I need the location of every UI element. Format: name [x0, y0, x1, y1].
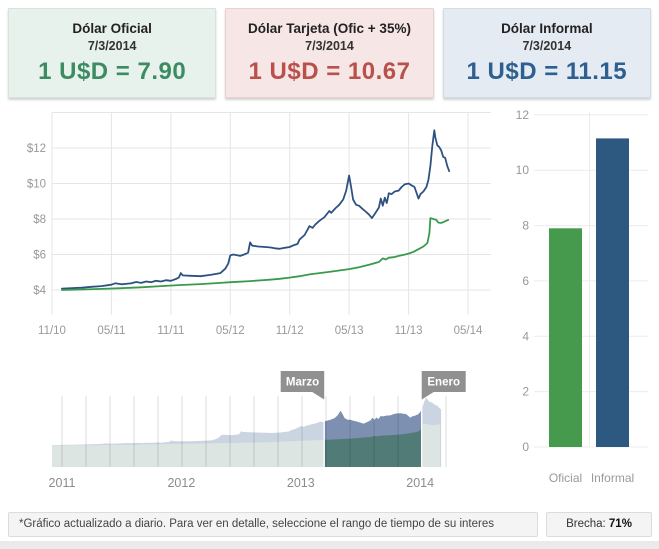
y-axis-tick: 8 — [522, 219, 529, 233]
navigator-selection[interactable] — [324, 396, 422, 467]
card-dolar-oficial: Dólar Oficial 7/3/2014 1 U$D = 7.90 — [8, 8, 217, 98]
x-axis-tick: 11/12 — [276, 325, 304, 337]
svg-text:Marzo: Marzo — [286, 377, 319, 389]
x-axis-tick: 11/11 — [157, 325, 184, 337]
brecha-badge: Brecha: 71% — [546, 512, 652, 537]
x-axis-tick: 05/12 — [216, 325, 245, 337]
y-axis-tick: 12 — [516, 108, 530, 122]
oficial-line — [61, 217, 450, 291]
card-title: Dólar Tarjeta (Ofic + 35%) — [248, 21, 411, 36]
rate-cards-row: Dólar Oficial 7/3/2014 1 U$D = 7.90 Dóla… — [8, 8, 651, 98]
y-axis-tick: 0 — [522, 440, 529, 454]
range-flag-end[interactable]: Enero — [421, 371, 466, 400]
y-axis-tick: $12 — [27, 143, 46, 155]
bottom-strip — [0, 541, 659, 549]
year-tick: 2011 — [49, 476, 76, 490]
card-rate-value: 1 U$D = 10.67 — [248, 58, 411, 85]
y-axis-tick: $6 — [33, 250, 46, 262]
brecha-value: 71% — [608, 518, 632, 530]
comparison-bar-chart: 0 2 4 6 8 10 12 Oficial Informal — [516, 108, 648, 485]
card-rate-value: 1 U$D = 7.90 — [38, 58, 187, 85]
x-axis-tick: 11/10 — [38, 325, 66, 337]
card-date: 7/3/2014 — [87, 39, 137, 53]
main-line-chart[interactable]: 11/10 05/11 11/11 05/12 11/12 05/13 11/13 05/14… — [0, 98, 500, 348]
card-title: Dólar Oficial — [72, 21, 152, 36]
y-axis-tick: $8 — [33, 214, 46, 226]
card-dolar-tarjeta: Dólar Tarjeta (Ofic + 35%) 7/3/2014 1 U$… — [225, 8, 434, 98]
y-axis-tick: 4 — [522, 329, 529, 343]
year-tick: 2014 — [406, 476, 434, 490]
y-axis-tick: 6 — [522, 274, 529, 288]
y-axis-tick: 10 — [516, 163, 530, 177]
card-title: Dólar Informal — [501, 21, 593, 36]
card-date: 7/3/2014 — [522, 39, 572, 53]
x-axis-tick: 05/13 — [335, 325, 364, 337]
y-axis-tick: $10 — [27, 179, 46, 191]
bar-oficial — [549, 228, 582, 447]
card-date: 7/3/2014 — [305, 39, 354, 53]
y-axis-tick: $4 — [33, 285, 46, 297]
year-tick: 2013 — [287, 476, 315, 490]
bar-informal — [596, 138, 629, 447]
range-flag-start[interactable]: Marzo — [280, 371, 325, 400]
brecha-label: Brecha: — [566, 518, 606, 530]
bar-category-label: Oficial — [549, 471, 582, 485]
card-rate-value: 1 U$D = 11.15 — [466, 58, 628, 85]
informal-line — [61, 129, 451, 290]
x-axis-tick: 11/13 — [395, 325, 423, 337]
range-navigator[interactable]: 2011 2012 2013 2014 Marzo Enero — [0, 360, 500, 508]
x-axis-tick: 05/14 — [454, 325, 483, 337]
footer-note: *Gráfico actualizado a diario. Para ver … — [8, 512, 538, 537]
bar-category-label: Informal — [591, 471, 634, 485]
card-dolar-informal: Dólar Informal 7/3/2014 1 U$D = 11.15 — [442, 8, 651, 98]
svg-text:Enero: Enero — [427, 377, 460, 389]
x-axis-tick: 05/11 — [97, 325, 125, 337]
year-tick: 2012 — [167, 476, 195, 490]
y-axis-tick: 2 — [522, 385, 529, 399]
